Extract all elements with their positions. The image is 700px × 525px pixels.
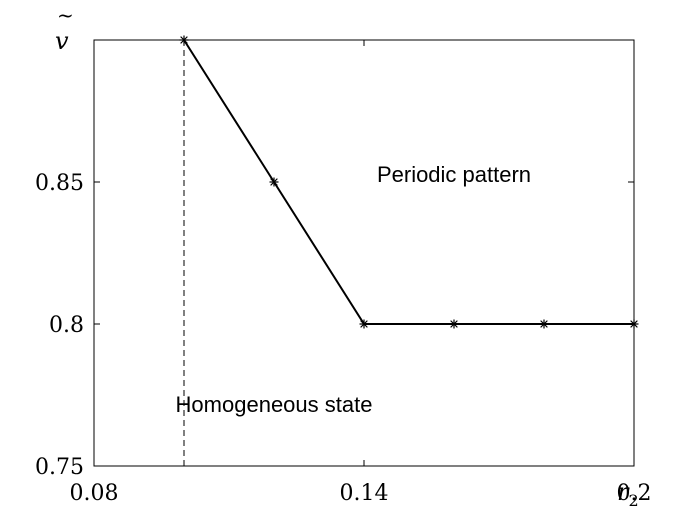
data-point: [179, 35, 189, 45]
region-labels: Periodic pattern Homogeneous state: [176, 162, 532, 417]
series-markers: [179, 35, 639, 329]
region-label: Homogeneous state: [176, 392, 373, 417]
data-point: [539, 319, 549, 329]
series-line: [183, 39, 634, 325]
region-label: Periodic pattern: [377, 162, 531, 187]
svg-text:v: v: [55, 27, 69, 55]
y-tick-label: 0.8: [49, 313, 84, 338]
data-point: [449, 319, 459, 329]
tick-labels: 0.08 0.14 0.2 0.75 0.8 0.85: [35, 171, 651, 506]
y-axis-label: ~ v: [55, 3, 74, 55]
data-point: [629, 319, 639, 329]
y-tick-label: 0.75: [35, 455, 84, 480]
x-tick-label: 0.14: [340, 481, 389, 506]
x-axis-label: r2: [617, 478, 639, 510]
data-point: [359, 319, 369, 329]
x-tick-label: 0.08: [70, 481, 119, 506]
y-tick-label: 0.85: [35, 171, 84, 196]
x-tick-label: 0.2: [617, 481, 652, 506]
data-point: [269, 177, 279, 187]
svg-text:~: ~: [57, 3, 74, 27]
